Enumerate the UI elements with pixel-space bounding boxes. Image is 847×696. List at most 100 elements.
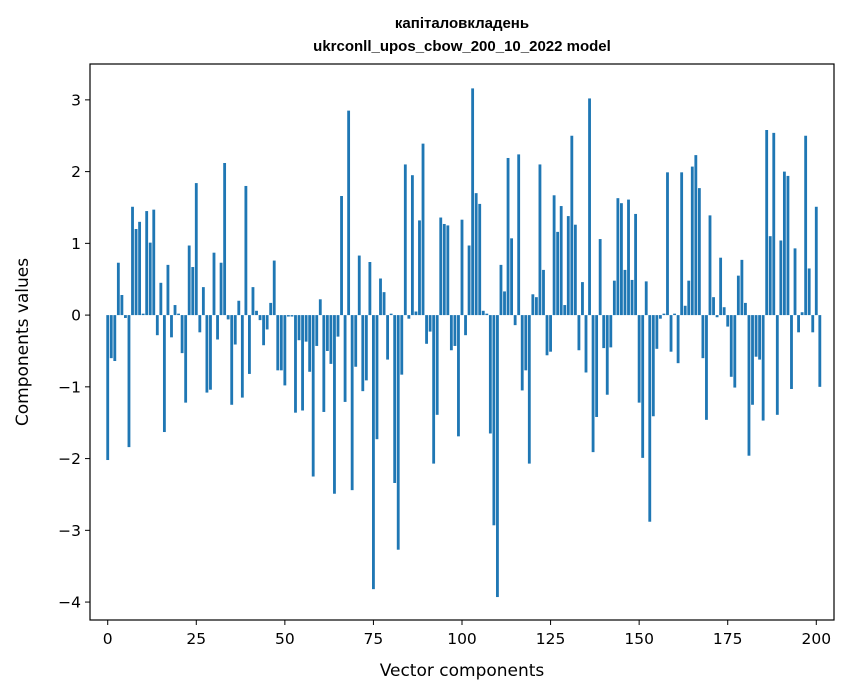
bar-171	[712, 297, 715, 316]
bar-46	[269, 302, 273, 316]
bar-43	[258, 315, 262, 321]
bar-98	[453, 315, 457, 346]
bar-73	[364, 315, 368, 381]
bar-0	[106, 315, 110, 461]
bar-9	[138, 221, 142, 316]
bar-21	[180, 315, 184, 354]
bar-160	[673, 313, 676, 316]
bar-1	[109, 315, 113, 359]
bar-5	[124, 315, 127, 318]
bar-74	[368, 262, 372, 316]
bar-104	[474, 193, 478, 316]
bar-146	[623, 269, 627, 316]
bar-126	[552, 195, 556, 316]
bar-81	[393, 315, 397, 483]
y-tick-label: −4	[58, 594, 81, 612]
bar-144	[616, 198, 620, 316]
bar-93	[435, 315, 439, 415]
bar-158	[666, 172, 669, 316]
bar-25	[194, 183, 198, 316]
bar-20	[177, 313, 180, 316]
bar-34	[226, 315, 230, 320]
bar-181	[747, 315, 751, 456]
bar-121	[534, 297, 538, 316]
bar-156	[658, 315, 662, 319]
bar-92	[432, 315, 436, 464]
bar-134	[581, 282, 584, 316]
bar-154	[651, 315, 655, 417]
bar-130	[566, 216, 570, 316]
bar-132	[573, 224, 577, 316]
bar-97	[449, 315, 453, 351]
bar-45	[265, 315, 269, 330]
bar-58	[311, 315, 315, 477]
bar-28	[205, 315, 209, 393]
bar-13	[152, 209, 156, 316]
bar-53	[294, 315, 297, 413]
bar-50	[283, 315, 287, 386]
bar-199	[811, 315, 815, 333]
bar-173	[719, 257, 723, 316]
bar-60	[318, 299, 322, 316]
x-tick-label: 100	[447, 630, 477, 648]
bar-15	[159, 282, 163, 316]
bar-124	[545, 315, 549, 356]
bar-177	[733, 315, 737, 388]
bar-147	[627, 199, 630, 316]
bar-87	[414, 311, 418, 316]
bar-135	[584, 315, 588, 373]
bar-26	[198, 315, 202, 333]
bar-152	[644, 281, 648, 316]
bar-159	[669, 315, 673, 352]
chart-title-line2: ukrconll_upos_cbow_200_10_2022 model	[313, 38, 611, 55]
bar-44	[262, 315, 266, 346]
bar-48	[276, 315, 280, 371]
bar-164	[687, 280, 691, 316]
bar-101	[464, 315, 467, 336]
bar-127	[556, 231, 560, 316]
bar-63	[329, 315, 333, 364]
bar-19	[173, 305, 177, 316]
y-tick-label: −1	[58, 378, 81, 396]
bar-196	[800, 312, 804, 316]
bar-189	[775, 315, 779, 415]
bar-131	[570, 135, 574, 316]
bar-128	[559, 206, 563, 316]
bar-138	[595, 315, 599, 417]
bar-27	[201, 287, 205, 316]
bar-107	[485, 313, 489, 316]
bar-65	[336, 315, 340, 337]
y-tick-label: −2	[58, 450, 81, 468]
bar-115	[513, 315, 517, 326]
bar-52	[290, 315, 294, 317]
bar-162	[680, 172, 684, 316]
bar-176	[729, 315, 733, 377]
bar-37	[237, 300, 241, 316]
bar-129	[563, 305, 567, 316]
bar-137	[591, 315, 595, 453]
bar-186	[765, 130, 769, 316]
bar-185	[761, 315, 765, 421]
bar-167	[697, 188, 701, 316]
y-tick-label: 3	[71, 91, 81, 109]
x-tick-label: 75	[364, 630, 384, 648]
bar-169	[705, 315, 708, 420]
bar-70	[354, 315, 358, 367]
bar-140	[602, 315, 606, 349]
bar-114	[510, 238, 514, 316]
bar-68	[347, 110, 351, 316]
x-tick-label: 0	[103, 630, 113, 648]
bar-118	[524, 315, 528, 371]
bar-7	[131, 206, 134, 316]
bar-195	[797, 315, 800, 333]
bar-133	[577, 315, 581, 351]
bar-157	[662, 313, 666, 316]
bar-139	[598, 239, 602, 316]
bar-150	[637, 315, 641, 403]
bar-90	[425, 315, 428, 344]
bar-72	[361, 315, 365, 392]
bar-161	[676, 315, 680, 364]
bar-192	[786, 175, 790, 316]
bar-95	[442, 223, 446, 316]
